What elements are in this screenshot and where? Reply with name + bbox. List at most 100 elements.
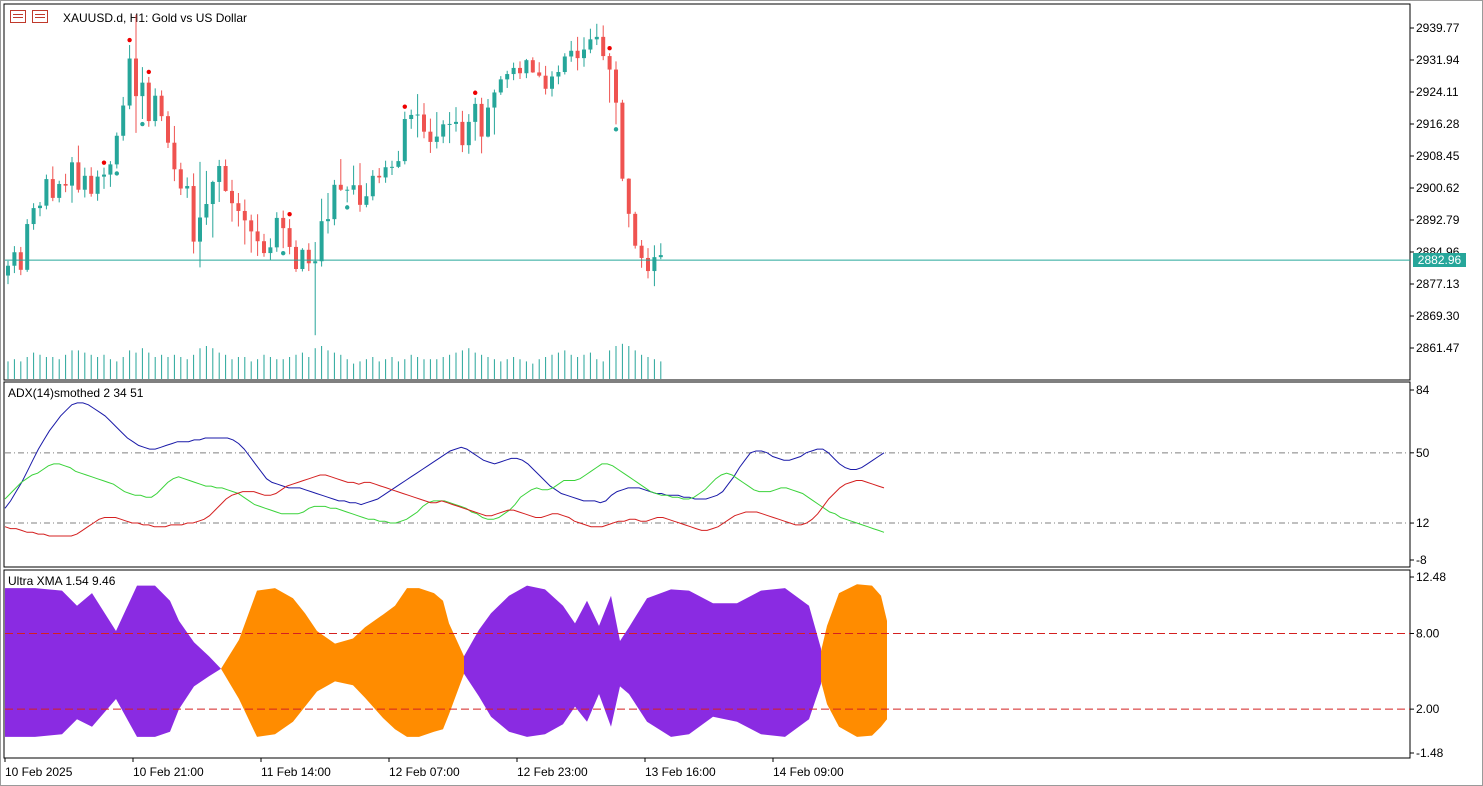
candle-body (114, 135, 119, 165)
candle-body (434, 136, 439, 142)
candle-body (652, 257, 657, 272)
candle-body (230, 190, 234, 204)
price-tick-label: 2908.45 (1416, 149, 1460, 163)
candle-body (18, 252, 23, 270)
price-pane (3, 3, 1411, 381)
candle-body (658, 255, 663, 258)
adx-indicator-label: ADX(14)smothed 2 34 51 (8, 386, 144, 400)
candle-body (57, 183, 62, 198)
price-tick-label: 2939.77 (1416, 21, 1460, 35)
candle-body (524, 60, 529, 74)
candle-body (134, 58, 138, 97)
candle-body (543, 75, 548, 89)
adx-series-line (4, 402, 885, 509)
candle-body (498, 79, 503, 93)
candle-body (146, 82, 151, 122)
candle-body (159, 95, 164, 117)
candle-body (268, 247, 273, 254)
chart-toolbar (10, 10, 48, 23)
fractal-down-marker (613, 127, 619, 132)
candle-body (82, 175, 87, 190)
candle-body (550, 76, 554, 89)
chart-settings-icon[interactable] (32, 10, 48, 23)
candle-body (518, 67, 522, 74)
candle-body (396, 161, 401, 167)
candle-body (479, 103, 484, 137)
candle-body (639, 245, 644, 258)
candle-body (274, 217, 279, 248)
fractal-down-marker (281, 250, 286, 256)
candle-body (249, 220, 254, 232)
candle-body (306, 249, 311, 264)
candle-body (466, 121, 471, 146)
price-tick-label: 2931.94 (1416, 53, 1460, 67)
time-tick-label: 14 Feb 09:00 (773, 765, 844, 779)
candle-body (313, 261, 318, 264)
candle-body (556, 72, 561, 77)
candle-body (422, 114, 426, 132)
candle-body (351, 185, 356, 190)
candlesticks (5, 14, 1410, 336)
chart-menu-icon[interactable] (10, 10, 26, 23)
candle-body (505, 74, 510, 80)
candle-body (108, 164, 113, 175)
fractal-up-marker (607, 46, 612, 51)
candle-body (6, 265, 10, 276)
adx-lines (4, 402, 1410, 537)
xma-indicator-label: Ultra XMA 1.54 9.46 (8, 574, 116, 588)
candle-body (441, 124, 446, 137)
volume-bars (7, 343, 662, 379)
price-tick-label: 2861.47 (1416, 341, 1460, 355)
xma-area (464, 585, 821, 737)
candle-body (319, 221, 324, 262)
candle-body (191, 186, 196, 242)
xma-tick-label: 12.48 (1416, 570, 1446, 584)
candle-body (63, 183, 68, 186)
fractal-up-marker (287, 211, 292, 217)
candle-body (530, 60, 535, 73)
fractal-up-marker (127, 37, 132, 43)
candle-body (70, 162, 74, 186)
xma-area (221, 588, 419, 737)
candle-body (210, 181, 215, 205)
candle-body (127, 58, 132, 106)
candle-body (562, 56, 567, 73)
candle-body (402, 119, 407, 162)
candle-body (383, 167, 388, 178)
candle-body (153, 95, 158, 122)
candle-body (102, 174, 106, 177)
adx-series-line (4, 463, 885, 533)
candle-body (338, 184, 343, 190)
candle-body (12, 252, 17, 266)
candle-body (31, 208, 36, 225)
candle-body (460, 121, 465, 146)
xma-area (821, 584, 887, 737)
chart-title: XAUUSD.d, H1: Gold vs US Dollar (63, 11, 248, 25)
candle-body (454, 121, 458, 124)
price-tick-label: 2924.11 (1416, 85, 1459, 99)
candle-body (473, 103, 478, 122)
fractal-up-marker (146, 69, 151, 75)
time-tick-label: 10 Feb 2025 (5, 765, 73, 779)
candle-body (569, 50, 574, 57)
candle-body (588, 39, 593, 50)
time-tick-label: 10 Feb 21:00 (133, 765, 204, 779)
candle-body (358, 185, 362, 205)
candle-body (601, 36, 606, 57)
time-tick-label: 11 Feb 14:00 (261, 765, 331, 779)
candle-body (326, 219, 330, 222)
candle-body (76, 162, 81, 190)
candle-body (95, 176, 100, 194)
candle-body (486, 107, 490, 137)
candle-body (255, 231, 260, 242)
candle-body (594, 36, 599, 40)
xma-area (5, 585, 221, 737)
fractal-down-marker (345, 205, 350, 210)
candle-body (223, 166, 228, 191)
xma-areas (5, 584, 1410, 737)
fractal-up-marker (402, 104, 407, 109)
candle-body (44, 179, 49, 206)
candle-body (390, 166, 394, 168)
price-tick-label: 2869.30 (1416, 309, 1460, 323)
